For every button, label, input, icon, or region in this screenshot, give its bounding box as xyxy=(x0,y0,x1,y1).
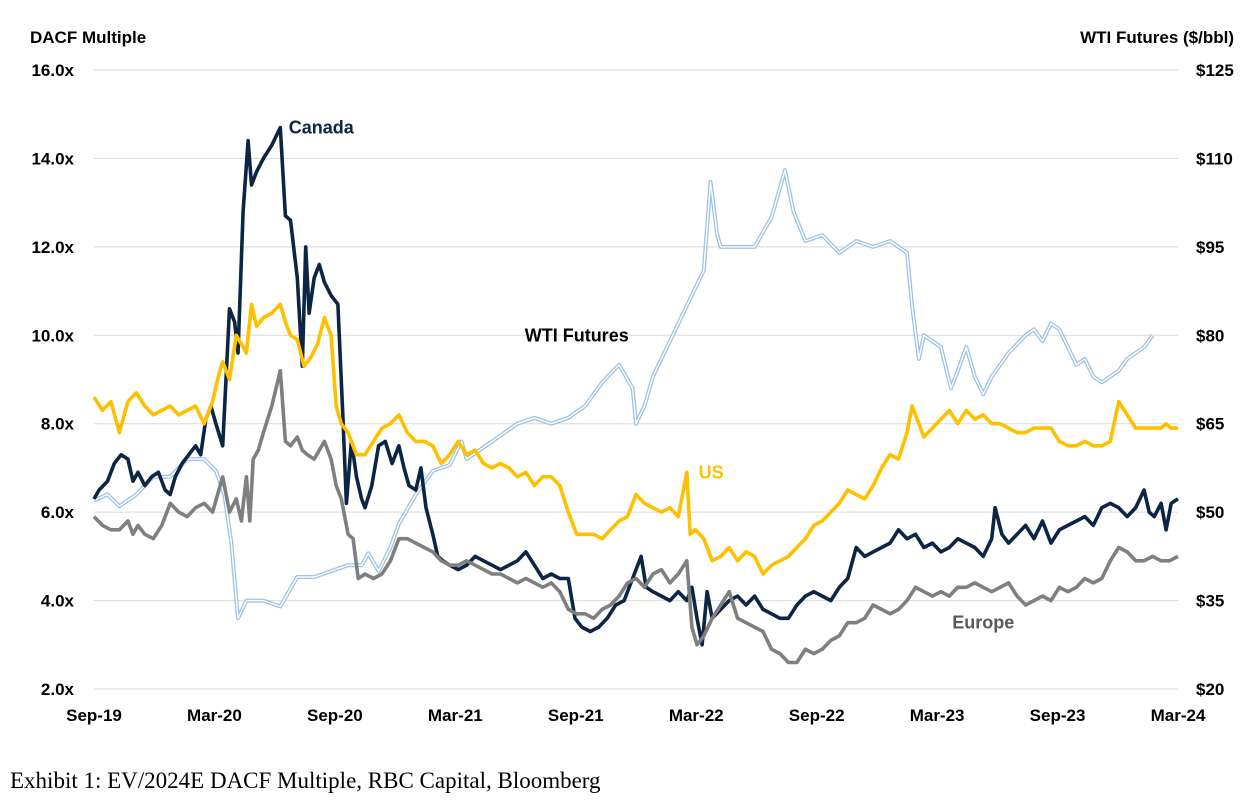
y-left-tick-label: 2.0x xyxy=(41,680,75,699)
y-right-tick-label: $110 xyxy=(1196,149,1233,168)
y-right-tick-label: $35 xyxy=(1196,592,1224,611)
series-layer xyxy=(92,125,1179,665)
series-line-us xyxy=(92,302,1178,576)
series-label-wti-futures: WTI Futures xyxy=(525,325,629,345)
line-chart: 2.0x 4.0x 6.0x 8.0x 10.0x 12.0x 14.0x 16.0x $20 $… xyxy=(31,61,1233,725)
series-label-us: US xyxy=(699,462,724,482)
x-tick-label: Sep-23 xyxy=(1030,706,1086,725)
x-tick-label: Mar-22 xyxy=(669,706,724,725)
series-line-wti-futures-inner xyxy=(93,169,1154,619)
x-tick-label: Mar-23 xyxy=(910,706,965,725)
series-line-wti-futures xyxy=(93,168,1155,621)
y-left-tick-label: 10.0x xyxy=(31,326,74,345)
y-right-tick-label: $80 xyxy=(1196,326,1224,345)
y-right-tick-label: $95 xyxy=(1196,238,1224,257)
y-right-tick-label: $65 xyxy=(1196,415,1224,434)
series-label-europe: Europe xyxy=(952,613,1014,633)
series-line-canada xyxy=(92,125,1179,647)
y-left-tick-label: 8.0x xyxy=(41,415,75,434)
series-label-canada: Canada xyxy=(289,117,355,137)
x-tick-label: Mar-20 xyxy=(187,706,242,725)
y-left-tick-label: 14.0x xyxy=(31,149,74,168)
x-tick-label: Sep-22 xyxy=(789,706,845,725)
x-tick-label: Sep-19 xyxy=(66,706,122,725)
gridlines xyxy=(94,69,1178,690)
series-labels: Canada US WTI Futures Europe xyxy=(289,117,1014,632)
left-axis-title: DACF Multiple xyxy=(30,28,147,47)
y-right-tick-label: $125 xyxy=(1196,61,1234,80)
y-left-tick-label: 12.0x xyxy=(31,238,74,257)
x-tick-label: Sep-21 xyxy=(548,706,604,725)
chart-caption: Exhibit 1: EV/2024E DACF Multiple, RBC C… xyxy=(10,768,601,793)
x-tick-label: Mar-21 xyxy=(428,706,483,725)
x-tick-label: Sep-20 xyxy=(307,706,363,725)
y-right-tick-label: $50 xyxy=(1196,503,1224,522)
y-left-tick-label: 4.0x xyxy=(41,592,75,611)
y-left-tick-label: 6.0x xyxy=(41,503,75,522)
y-left-tick-label: 16.0x xyxy=(31,61,74,80)
series-line-europe xyxy=(92,368,1179,665)
axis-ticks: 2.0x 4.0x 6.0x 8.0x 10.0x 12.0x 14.0x 16.0x $20 $… xyxy=(31,61,1233,725)
x-tick-label: Mar-24 xyxy=(1151,706,1206,725)
right-axis-title: WTI Futures ($/bbl) xyxy=(1080,28,1234,47)
y-right-tick-label: $20 xyxy=(1196,680,1224,699)
